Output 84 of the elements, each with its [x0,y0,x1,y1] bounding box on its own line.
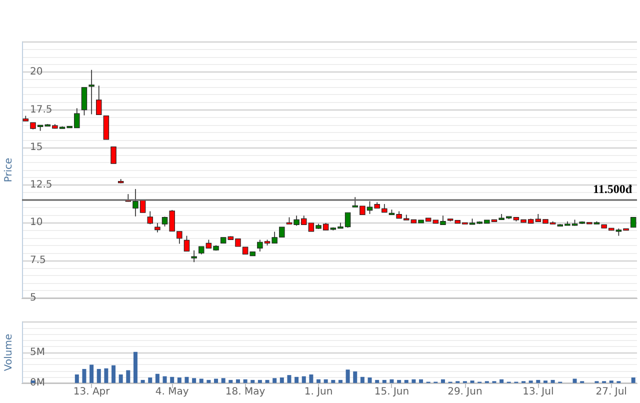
candlestick [96,85,102,116]
bar [572,378,577,383]
bar [404,380,408,383]
candlestick [103,115,110,140]
x-tick-label: 4. May [155,386,189,398]
bar [214,378,218,383]
bar [184,376,189,383]
bar [316,379,321,383]
bar [368,378,372,383]
x-tick-label: 15. Jun [374,386,410,398]
y-tick-label: 7.5 [30,254,46,266]
bar [221,378,226,383]
bar [250,380,255,383]
bar [346,370,350,383]
bar [236,379,240,383]
bar [309,374,314,383]
x-tick-label: 27. Jul [596,386,627,398]
ref-line-label: 11.500đ [592,182,632,196]
bar [162,376,167,383]
bar [536,380,540,383]
y-tick-label: 17.5 [30,104,52,116]
bar [419,379,424,383]
bar [155,374,160,383]
bar [353,371,358,383]
bar [440,379,445,383]
bar [148,378,152,383]
bar [272,378,277,383]
y-tick-label: 5 [30,292,36,304]
y-tick-label: 5M [30,347,45,358]
x-tick-label: 1. Jun [304,386,333,398]
y-tick-label: 10 [30,217,43,228]
bar [133,352,138,383]
bar [412,379,416,383]
candlestick [88,69,94,115]
bar [280,378,284,383]
bar [331,380,336,383]
bar [192,378,196,383]
bar [360,376,364,383]
bar [382,380,386,383]
bar [375,380,380,383]
bar [199,378,204,383]
candlestick [81,87,88,116]
bar [265,380,270,383]
candlestick [147,210,153,225]
bar [397,380,402,383]
bar [500,379,504,383]
candlestick [191,250,197,263]
bar [390,379,394,383]
bar [287,375,292,383]
bar [74,374,79,383]
bar [82,368,86,383]
bar [206,380,211,383]
y-tick-label: 20 [30,66,43,78]
x-tick-label: 29. Jun [448,386,482,398]
bar [112,365,116,383]
bar [550,380,555,383]
y-axis-title: Volume [4,334,15,372]
bar [294,376,299,383]
bar [170,376,174,383]
bar [96,368,101,383]
bar [631,378,636,383]
bar [243,379,248,383]
bar [338,380,342,383]
bar [228,380,233,383]
candlestick [184,235,190,252]
bar [324,379,328,383]
bar [302,376,306,383]
y-tick-label: 12.5 [30,180,52,191]
x-tick-label: 13. Jul [522,386,554,398]
y-tick-label: 15 [30,142,43,153]
bar [177,378,182,383]
candlestick [110,146,116,164]
x-tick-label: 13. Apr [73,386,111,398]
candlestick [154,222,160,233]
bar [126,370,130,383]
candlestick [630,216,636,228]
bar [258,380,262,383]
bar [90,364,94,383]
bar [140,380,145,383]
y-axis-title: Price [4,158,15,182]
bar [118,374,123,383]
y-tick-label: 0M [30,378,45,388]
x-tick-label: 18. May [225,386,266,398]
bar [104,368,108,383]
